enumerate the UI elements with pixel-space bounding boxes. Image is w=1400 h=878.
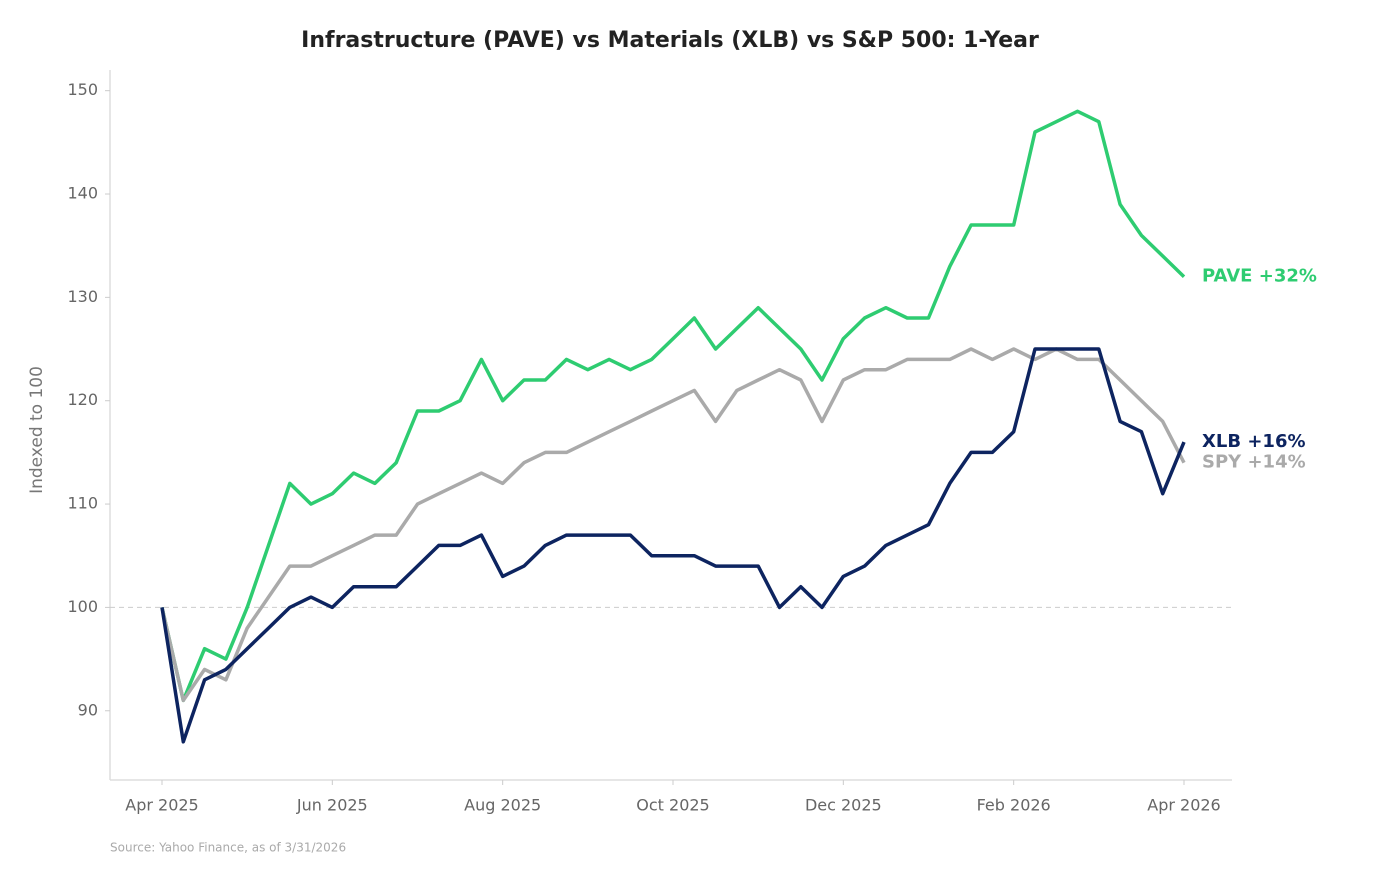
y-tick-label: 90	[78, 700, 98, 719]
x-tick-label: Apr 2026	[1147, 796, 1220, 815]
y-axis-label: Indexed to 100	[27, 366, 47, 494]
x-tick-label: Dec 2025	[805, 796, 882, 815]
series-line	[160, 109, 1186, 703]
end-label: PAVE +32%	[1202, 266, 1317, 287]
end-label: SPY +14%	[1202, 452, 1306, 473]
x-tick-label: Jun 2025	[296, 796, 368, 815]
source-note: Source: Yahoo Finance, as of 3/31/2026	[110, 841, 346, 855]
end-label: XLB +16%	[1202, 431, 1306, 452]
y-tick-label: 110	[67, 494, 98, 513]
x-tick-label: Apr 2025	[125, 796, 198, 815]
series-line	[160, 347, 1186, 703]
x-tick-label: Aug 2025	[464, 796, 541, 815]
x-tick-label: Feb 2026	[977, 796, 1051, 815]
y-tick-label: 100	[67, 597, 98, 616]
y-tick-label: 140	[67, 184, 98, 203]
chart-title: Infrastructure (PAVE) vs Materials (XLB)…	[301, 28, 1039, 53]
x-tick-label: Oct 2025	[636, 796, 709, 815]
y-tick-label: 130	[67, 287, 98, 306]
series-line	[160, 347, 1186, 744]
y-tick-label: 120	[67, 390, 98, 409]
y-tick-label: 150	[67, 80, 98, 99]
